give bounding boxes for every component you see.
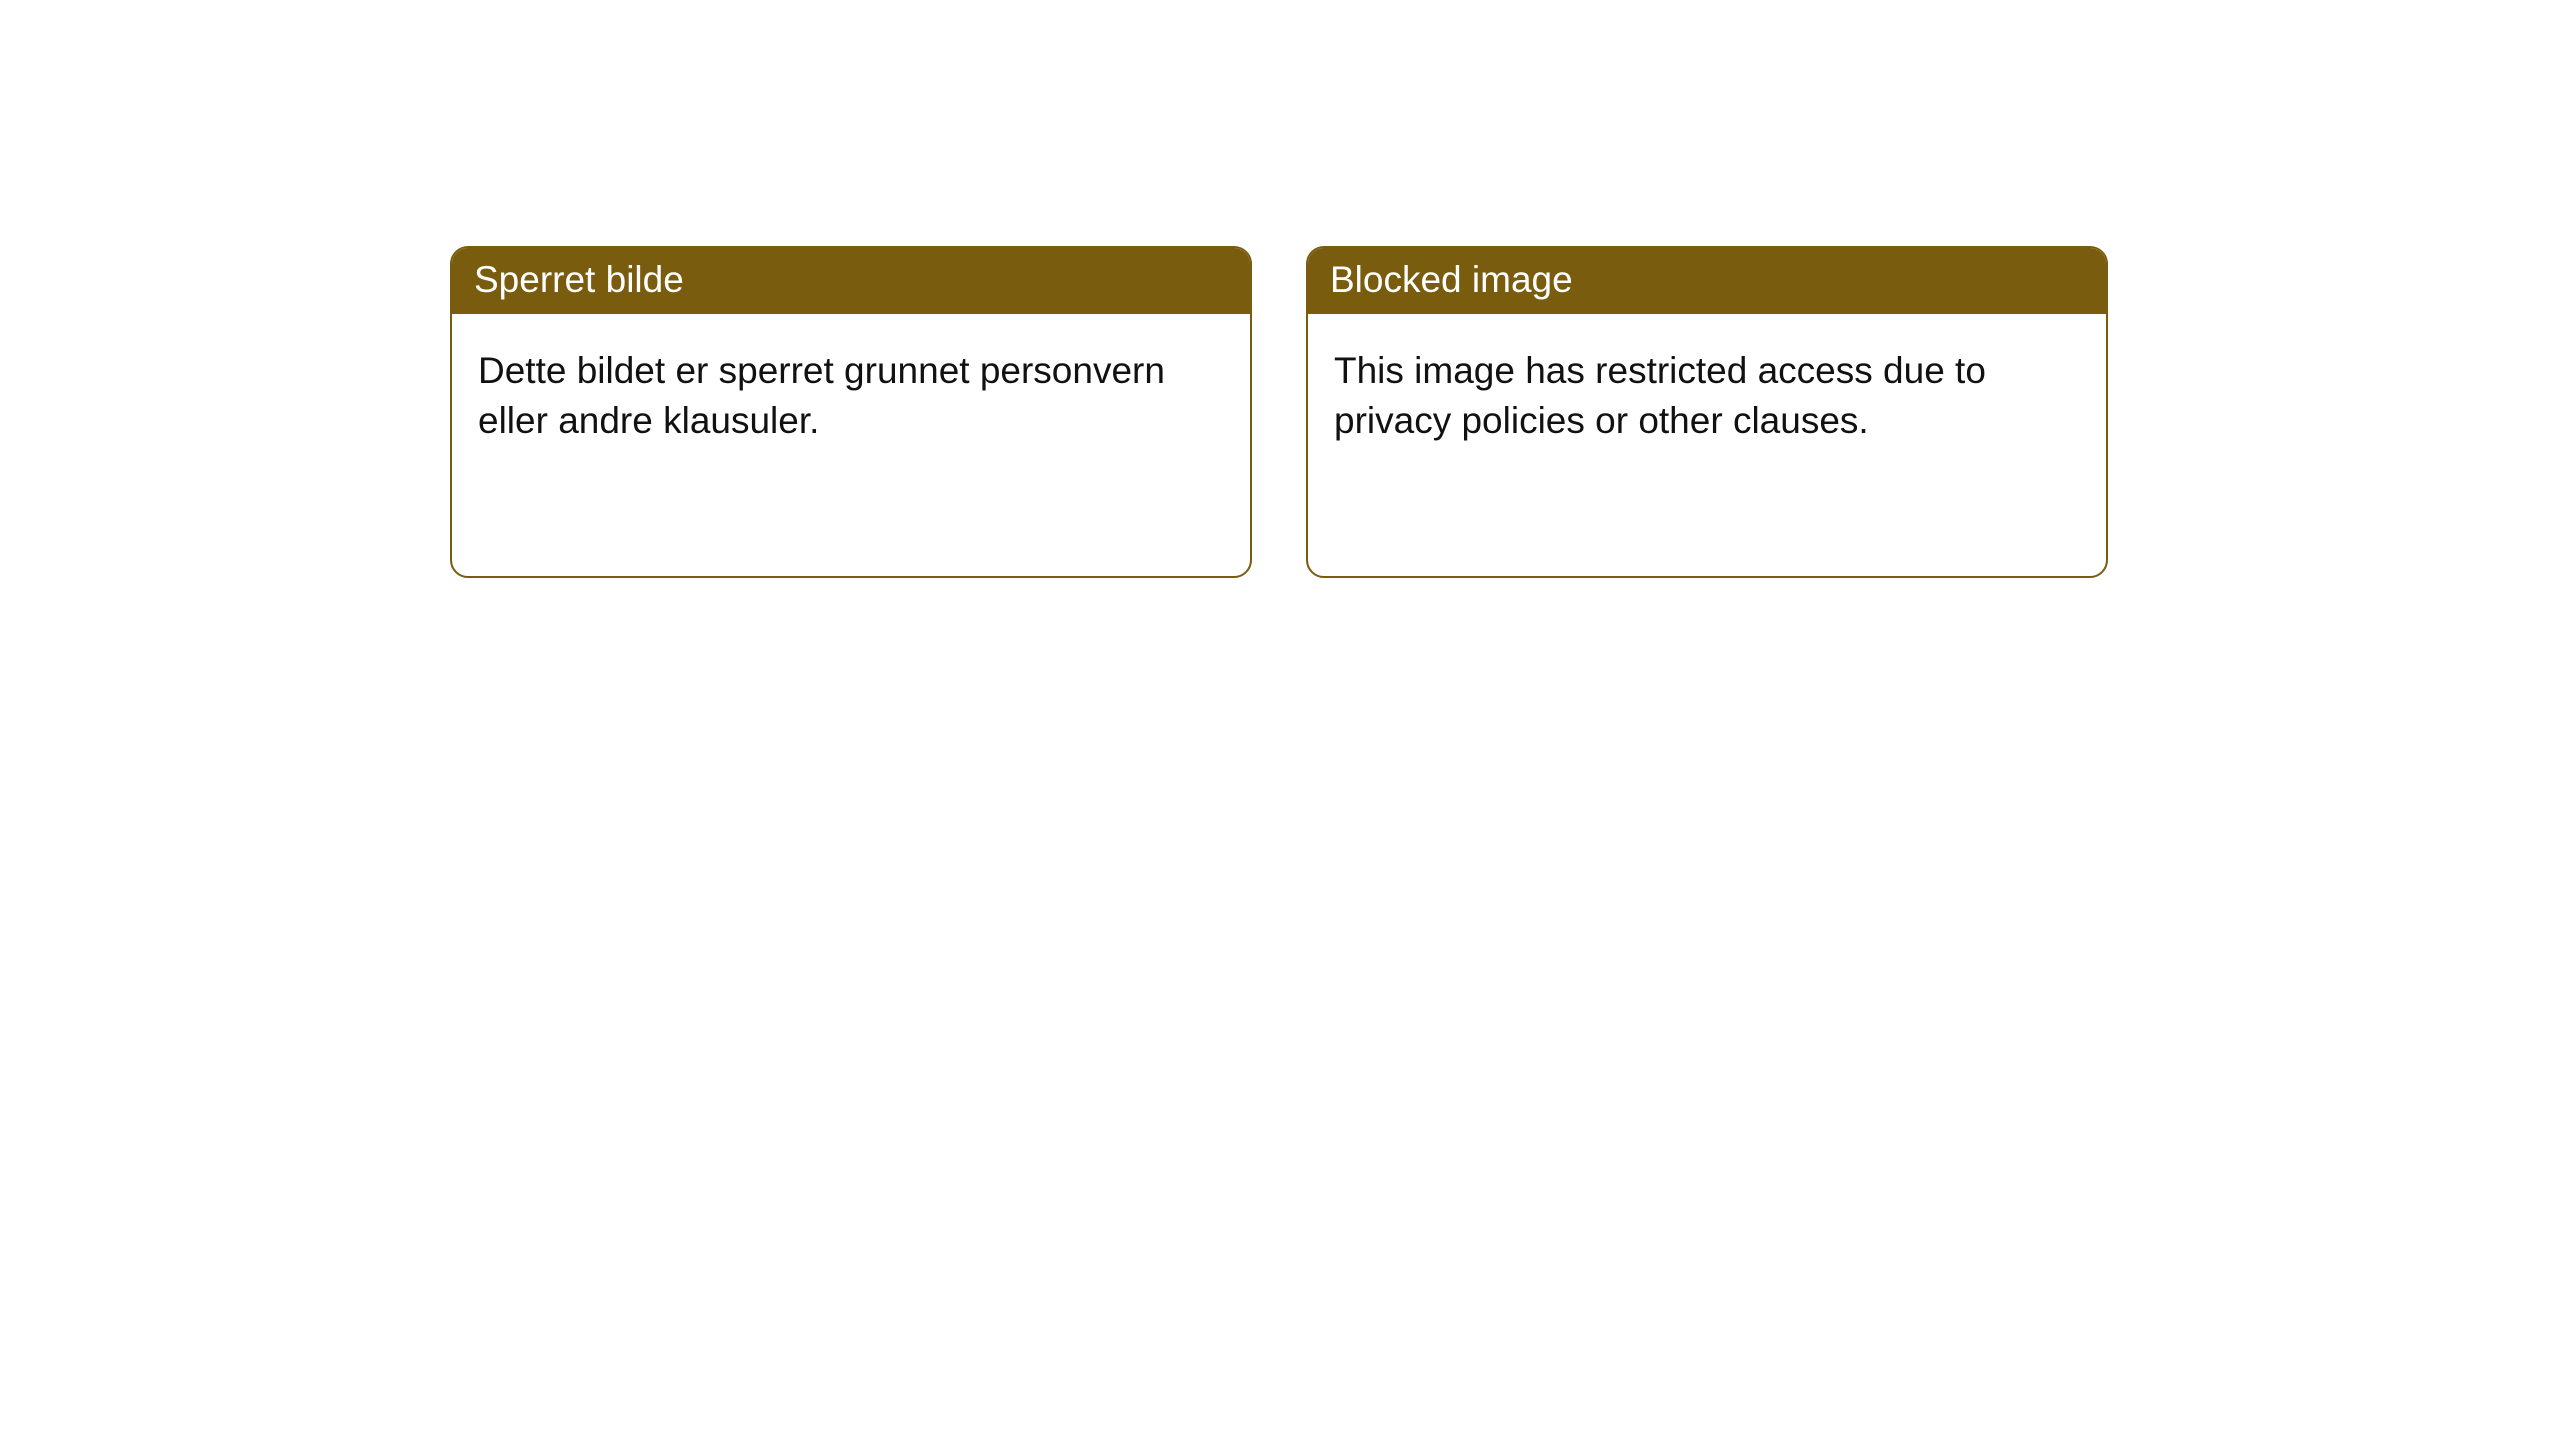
- page-root: Sperret bilde Dette bildet er sperret gr…: [0, 0, 2560, 1440]
- panel-body-no: Dette bildet er sperret grunnet personve…: [452, 314, 1250, 446]
- info-panels-row: Sperret bilde Dette bildet er sperret gr…: [450, 246, 2108, 578]
- panel-body-en: This image has restricted access due to …: [1308, 314, 2106, 446]
- panel-header-no: Sperret bilde: [452, 248, 1250, 314]
- panel-blocked-no: Sperret bilde Dette bildet er sperret gr…: [450, 246, 1252, 578]
- panel-header-en: Blocked image: [1308, 248, 2106, 314]
- panel-blocked-en: Blocked image This image has restricted …: [1306, 246, 2108, 578]
